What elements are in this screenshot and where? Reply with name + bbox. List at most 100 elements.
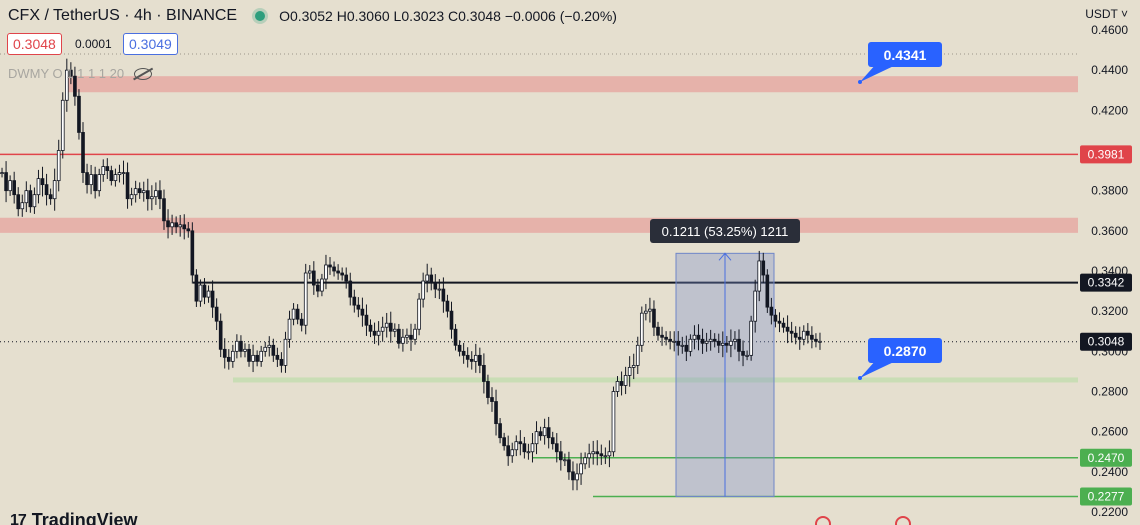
- y-tick-label: 0.2400: [1091, 465, 1128, 479]
- candle: [8, 180, 12, 192]
- y-tick-label: 0.2200: [1091, 505, 1128, 519]
- candle: [437, 288, 442, 291]
- chart-header: CFX / TetherUS · 4h · BINANCE O0.3052 H0…: [8, 7, 617, 25]
- y-tick-label: 0.4400: [1091, 63, 1128, 77]
- green-zone: [233, 377, 1078, 383]
- candle: [231, 350, 235, 362]
- candle: [563, 459, 567, 462]
- candle: [777, 320, 782, 324]
- candle: [405, 334, 409, 338]
- support-callout-pointer: [860, 360, 898, 378]
- candle: [275, 354, 280, 360]
- candle: [720, 342, 725, 346]
- candle: [530, 443, 535, 453]
- candle: [486, 381, 490, 398]
- candle: [546, 427, 551, 439]
- support-green-2-axis-label-bg: [1080, 487, 1132, 506]
- hide-eye-icon[interactable]: [134, 67, 153, 80]
- tradingview-logo: 17 TradingView: [10, 510, 138, 525]
- candle: [89, 174, 93, 186]
- candle: [16, 194, 21, 210]
- candle: [627, 366, 632, 376]
- candle: [619, 381, 624, 386]
- candle: [117, 172, 122, 175]
- spread-value: 0.0001: [75, 37, 112, 51]
- candle: [194, 274, 199, 302]
- resistance-red-axis-label-bg: [1080, 145, 1132, 164]
- candle: [664, 336, 668, 340]
- event-marker-icon: [895, 516, 911, 525]
- candle: [583, 457, 587, 465]
- resistance-red-axis-label: 0.3981: [1088, 147, 1125, 161]
- candle: [81, 132, 85, 173]
- y-tick-label: 0.3600: [1091, 224, 1128, 238]
- candle: [198, 284, 203, 302]
- candle: [267, 344, 272, 348]
- target-callout-pointer: [860, 64, 898, 82]
- candle: [44, 184, 49, 196]
- candle: [239, 340, 243, 352]
- candle: [700, 338, 705, 344]
- candle: [725, 342, 729, 346]
- candle: [154, 190, 158, 198]
- candle: [28, 190, 33, 208]
- candle: [757, 260, 762, 292]
- candle: [97, 174, 102, 192]
- candle: [145, 190, 150, 200]
- candle: [745, 354, 749, 357]
- support-green-1-axis-label: 0.2470: [1088, 451, 1125, 465]
- candle: [688, 338, 693, 352]
- candle: [186, 228, 191, 232]
- candle: [639, 312, 644, 346]
- candle: [336, 270, 340, 274]
- symbol-title[interactable]: CFX / TetherUS · 4h · BINANCE: [8, 7, 238, 24]
- y-tick-label: 0.2800: [1091, 385, 1128, 399]
- currency-selector[interactable]: USDT ˅: [1085, 7, 1128, 21]
- tradingview-mark-icon: 17: [10, 511, 27, 525]
- candle: [166, 220, 170, 228]
- candle: [69, 69, 73, 77]
- bid-price-box[interactable]: 0.3048: [7, 33, 62, 55]
- candle: [814, 338, 818, 342]
- candle: [291, 308, 296, 320]
- candle: [170, 222, 174, 228]
- candle: [397, 328, 401, 344]
- support-green-1-axis-label-bg: [1080, 448, 1132, 467]
- candle: [753, 290, 758, 322]
- candle: [360, 308, 365, 316]
- candle: [60, 99, 65, 151]
- indicator-label: DWMY O 1 1 1 1 20: [8, 66, 125, 81]
- candle: [178, 224, 183, 228]
- candle: [765, 274, 770, 308]
- candle: [559, 451, 563, 461]
- candle: [708, 338, 713, 342]
- candle: [222, 348, 227, 358]
- candle: [469, 358, 474, 362]
- candle: [328, 264, 332, 268]
- candle: [522, 443, 527, 453]
- candle: [749, 320, 753, 356]
- candle: [433, 282, 438, 290]
- candle: [376, 330, 381, 336]
- candle: [141, 190, 146, 194]
- candle: [785, 326, 790, 332]
- event-marker-icon: [815, 516, 831, 525]
- candle: [40, 178, 45, 186]
- candle: [518, 441, 523, 445]
- candle: [307, 270, 312, 274]
- candle: [344, 274, 349, 282]
- candle: [599, 453, 604, 457]
- ask-price-box[interactable]: 0.3049: [123, 33, 178, 55]
- candle: [243, 348, 247, 352]
- candle: [36, 178, 41, 196]
- target-callout-bg: [868, 42, 942, 67]
- candle: [190, 230, 195, 276]
- candle: [652, 308, 656, 328]
- candle: [526, 451, 531, 454]
- candle: [316, 284, 320, 292]
- candle: [425, 274, 430, 282]
- indicator-legend[interactable]: DWMY O 1 1 1 1 20: [8, 66, 153, 81]
- candle: [226, 356, 231, 362]
- target-callout-anchor: [858, 80, 862, 84]
